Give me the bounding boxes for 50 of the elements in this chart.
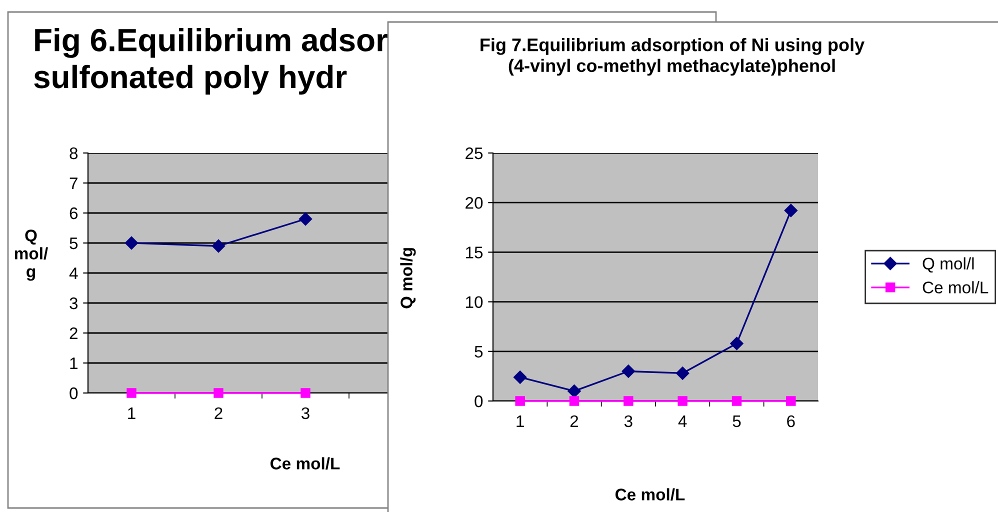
x-tick-label: 4 xyxy=(678,416,687,427)
point xyxy=(784,204,798,218)
x-tick-label: 3 xyxy=(624,415,632,428)
y-tick-label: 0 xyxy=(70,387,78,400)
x-axis-title: Ce mol/L xyxy=(615,488,685,501)
y-axis-title: Q mol/g xyxy=(400,248,416,308)
x-tick-label: 1 xyxy=(128,408,136,419)
y-tick-label: 3 xyxy=(70,297,78,310)
y-tick-label: 5 xyxy=(70,238,78,250)
point xyxy=(212,239,226,253)
legend-label: Ce mol/L xyxy=(922,281,988,294)
y-tick-label: 2 xyxy=(70,327,78,340)
point xyxy=(678,396,688,406)
point xyxy=(300,388,310,398)
y-tick-label: 25 xyxy=(466,147,483,160)
chart-title: Fig 6.Equilibrium adsor sulfonated poly hydr xyxy=(34,28,388,95)
point xyxy=(126,388,136,398)
point xyxy=(515,396,525,406)
point xyxy=(298,212,312,226)
x-tick-label: 5 xyxy=(732,416,741,428)
y-axis-title: Q mol/ g xyxy=(14,230,48,281)
y-tick-label: 6 xyxy=(70,207,78,220)
point xyxy=(513,370,527,384)
chart-title: Fig 7.Equilibrium adsorption of Ni using poly (4-vinyl co-methyl methacylate)phenol xyxy=(480,38,865,76)
x-tick-label: 2 xyxy=(570,415,578,427)
x-tick-label: 6 xyxy=(787,415,795,428)
y-tick-label: 20 xyxy=(466,197,483,209)
point xyxy=(732,396,742,406)
x-tick-label: 1 xyxy=(516,416,524,427)
point xyxy=(568,384,581,398)
x-tick-label: 2 xyxy=(214,407,222,419)
point xyxy=(730,336,744,350)
y-tick-label: 7 xyxy=(70,178,78,190)
legend-label: Q mol/l xyxy=(922,257,974,273)
point xyxy=(624,396,634,406)
point xyxy=(569,396,580,406)
y-tick-label: 0 xyxy=(474,395,483,408)
y-tick-label: 8 xyxy=(70,147,78,160)
point xyxy=(214,388,224,398)
point xyxy=(124,236,138,250)
y-tick-label: 1 xyxy=(70,358,78,370)
point xyxy=(676,366,690,380)
x-tick-label: 3 xyxy=(302,407,310,420)
point xyxy=(786,396,796,406)
point xyxy=(622,364,636,378)
x-axis-title: Ce mol/L xyxy=(270,457,340,470)
y-tick-label: 15 xyxy=(466,246,483,258)
y-tick-label: 5 xyxy=(474,346,483,358)
y-tick-label: 10 xyxy=(466,296,483,308)
y-tick-label: 4 xyxy=(69,268,78,280)
